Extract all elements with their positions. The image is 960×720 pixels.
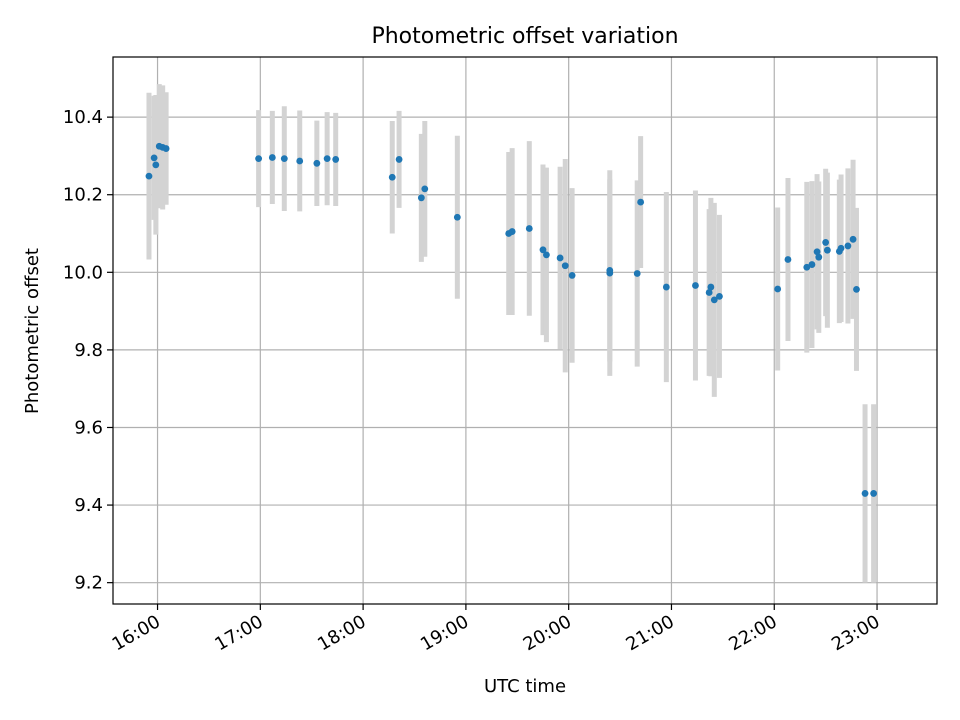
data-point [705, 289, 713, 296]
data-point [870, 490, 878, 497]
data-point [268, 154, 276, 161]
x-tick-label: 18:00 [314, 611, 369, 655]
y-tick-label: 10.0 [63, 262, 103, 283]
data-point [525, 225, 533, 232]
data-point [543, 251, 550, 259]
data-point [837, 244, 845, 252]
data-point [323, 155, 331, 163]
data-point [710, 296, 718, 304]
y-tick-label: 10.4 [63, 107, 103, 128]
data-point [508, 228, 516, 235]
plot-frame [112, 56, 938, 605]
data-point [417, 194, 425, 202]
data-point [388, 173, 396, 181]
data-point [803, 263, 811, 271]
data-point [421, 185, 429, 193]
y-tick-label: 9.6 [74, 417, 103, 438]
data-point [716, 292, 723, 300]
data-point [332, 156, 340, 163]
data-point [815, 253, 823, 261]
chart-title: Photometric offset variation [371, 24, 678, 49]
data-point [849, 235, 857, 243]
data-point [606, 266, 614, 274]
x-tick-label: 23:00 [828, 611, 883, 655]
data-point [633, 270, 641, 277]
data-point [395, 156, 403, 163]
data-point [813, 248, 821, 256]
data-point [280, 155, 288, 163]
data-point [637, 198, 645, 206]
x-tick-label: 17:00 [211, 611, 266, 655]
data-point [453, 213, 461, 221]
data-point [568, 272, 576, 279]
data-point [861, 490, 869, 497]
data-point [853, 285, 860, 293]
data-point [556, 254, 564, 262]
data-point [539, 246, 547, 254]
data-point [162, 145, 170, 152]
data-point [145, 172, 153, 180]
data-point [150, 154, 158, 162]
y-axis-label: Photometric offset [22, 248, 43, 414]
data-point [692, 282, 699, 289]
y-tick-label: 9.4 [74, 495, 103, 516]
data-point [822, 239, 830, 246]
data-points [145, 142, 878, 497]
axis-ticks: 16:00 17:00 18:00 19:00 20:00 21:00 22:00 23:00… [63, 107, 884, 655]
y-tick-label: 9.8 [74, 340, 103, 361]
grid [113, 57, 937, 604]
data-point [784, 256, 792, 263]
x-axis-label: UTC time [484, 676, 566, 697]
data-point [844, 242, 852, 250]
x-tick-label: 22:00 [725, 611, 780, 655]
data-point [152, 161, 160, 169]
x-tick-label: 16:00 [109, 611, 164, 655]
data-point [561, 262, 569, 270]
x-tick-label: 20:00 [520, 611, 575, 655]
data-point [313, 159, 321, 167]
data-point [774, 285, 782, 293]
x-tick-label: 21:00 [623, 611, 678, 655]
data-point [662, 283, 670, 291]
data-point [823, 246, 831, 254]
data-point [707, 283, 715, 291]
y-tick-label: 10.2 [63, 185, 103, 206]
data-point [255, 155, 263, 163]
data-point [808, 261, 816, 268]
y-tick-label: 9.2 [74, 573, 103, 594]
x-tick-label: 19:00 [417, 611, 472, 655]
data-point [296, 157, 304, 165]
